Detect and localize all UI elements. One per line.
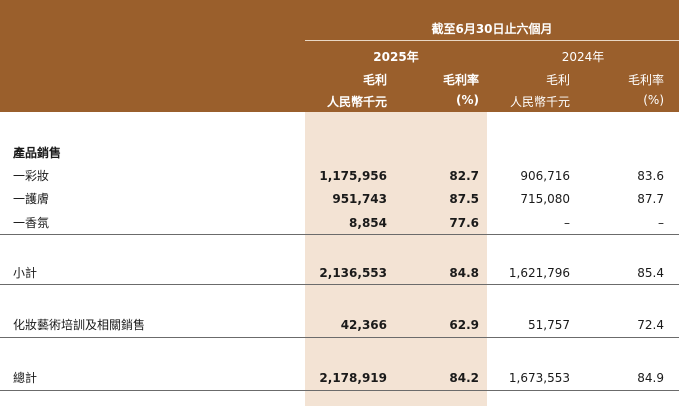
row-skincare-gm-2025: 87.5 bbox=[449, 192, 479, 206]
unit-gross-margin-2025: (%) bbox=[456, 93, 479, 107]
row-cosmetics-gp-2025: 1,175,956 bbox=[319, 169, 387, 183]
subtotal-gp-2025: 2,136,553 bbox=[319, 266, 387, 280]
divider-before-total bbox=[0, 337, 679, 338]
total-label: 總計 bbox=[13, 371, 38, 385]
divider-after-subtotal bbox=[0, 284, 679, 285]
row-label-cosmetics: 一彩妝 bbox=[13, 169, 50, 183]
table-header: 截至6月30日止六個月 2025年 2024年 毛利 毛利率 毛利 毛利率 人民… bbox=[0, 0, 679, 112]
total-gm-2024: 84.9 bbox=[637, 371, 664, 385]
row-label-skincare: 一護膚 bbox=[13, 192, 50, 206]
training-gp-2024: 51,757 bbox=[528, 318, 570, 332]
training-gm-2024: 72.4 bbox=[637, 318, 664, 332]
row-skincare-gm-2024: 87.7 bbox=[637, 192, 664, 206]
col-gross-margin-2025: 毛利率 bbox=[442, 73, 479, 87]
row-skincare-gp-2024: 715,080 bbox=[520, 192, 570, 206]
unit-gross-profit-2025: 人民幣千元 bbox=[326, 95, 387, 109]
col-gross-profit-2024: 毛利 bbox=[545, 73, 570, 87]
subtotal-gm-2024: 85.4 bbox=[637, 266, 664, 280]
subtotal-label: 小計 bbox=[13, 266, 38, 280]
row-fragrance-gp-2025: 8,854 bbox=[349, 216, 387, 230]
row-fragrance-gp-2024: – bbox=[564, 216, 570, 230]
section-product-sales: 產品銷售 bbox=[13, 146, 62, 160]
year-current: 2025年 bbox=[373, 50, 419, 64]
subtotal-gm-2025: 84.8 bbox=[449, 266, 479, 280]
row-fragrance-gm-2025: 77.6 bbox=[449, 216, 479, 230]
unit-gross-margin-2024: (%) bbox=[643, 93, 664, 107]
divider-bottom bbox=[0, 390, 679, 391]
row-fragrance-gm-2024: – bbox=[658, 216, 664, 230]
year-prior: 2024年 bbox=[561, 50, 605, 64]
total-gp-2025: 2,178,919 bbox=[319, 371, 387, 385]
row-cosmetics-gp-2024: 906,716 bbox=[520, 169, 570, 183]
row-skincare-gp-2025: 951,743 bbox=[332, 192, 387, 206]
col-gross-profit-2025: 毛利 bbox=[362, 73, 387, 87]
period-heading: 截至6月30日止六個月 bbox=[431, 22, 553, 36]
unit-gross-profit-2024: 人民幣千元 bbox=[509, 95, 570, 109]
row-label-fragrance: 一香氛 bbox=[13, 216, 50, 230]
training-gm-2025: 62.9 bbox=[449, 318, 479, 332]
col-gross-margin-2024: 毛利率 bbox=[627, 73, 664, 87]
header-divider bbox=[305, 40, 679, 41]
divider-before-subtotal bbox=[0, 234, 679, 235]
subtotal-gp-2024: 1,621,796 bbox=[508, 266, 570, 280]
row-cosmetics-gm-2025: 82.7 bbox=[449, 169, 479, 183]
current-year-highlight bbox=[305, 112, 487, 406]
total-gm-2025: 84.2 bbox=[449, 371, 479, 385]
training-label: 化妝藝術培訓及相關銷售 bbox=[13, 318, 146, 332]
row-cosmetics-gm-2024: 83.6 bbox=[637, 169, 664, 183]
total-gp-2024: 1,673,553 bbox=[508, 371, 570, 385]
training-gp-2025: 42,366 bbox=[340, 318, 387, 332]
